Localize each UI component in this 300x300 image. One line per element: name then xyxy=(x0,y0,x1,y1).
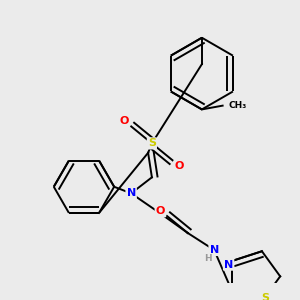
Text: H: H xyxy=(204,254,211,263)
Text: S: S xyxy=(148,138,156,148)
Text: N: N xyxy=(209,245,219,255)
Text: S: S xyxy=(262,293,270,300)
Text: O: O xyxy=(175,161,184,171)
Text: N: N xyxy=(224,260,233,270)
Text: CH₃: CH₃ xyxy=(228,101,247,110)
Text: O: O xyxy=(156,206,165,216)
Text: O: O xyxy=(120,116,129,126)
Text: N: N xyxy=(127,188,136,198)
